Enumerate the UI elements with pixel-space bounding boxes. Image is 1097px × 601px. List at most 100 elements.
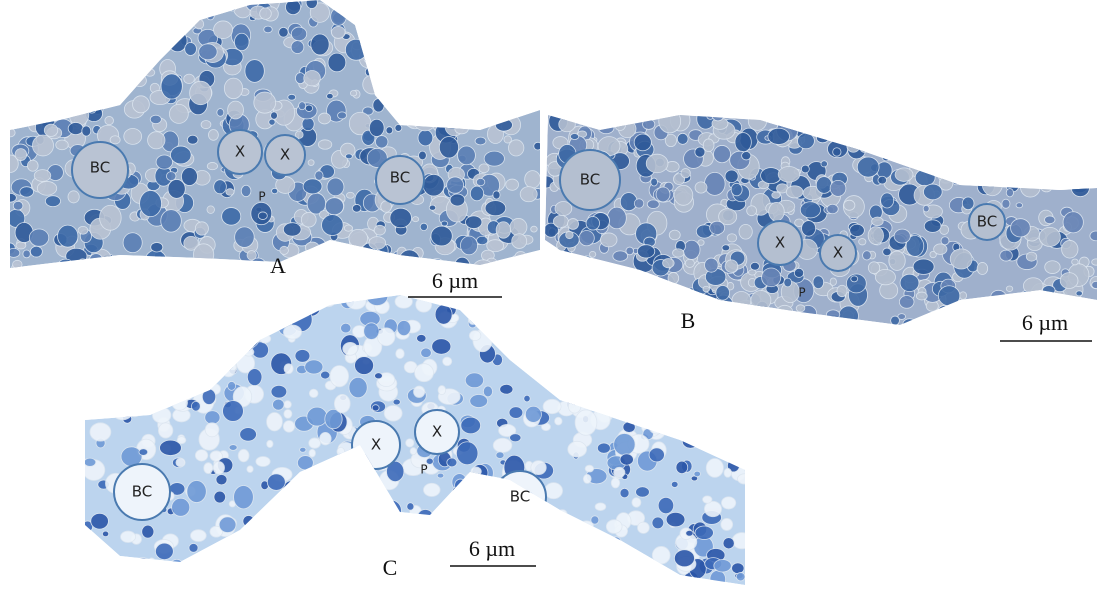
- cell: [526, 568, 543, 583]
- cell: [1063, 212, 1083, 233]
- cell: [710, 302, 726, 315]
- cell: [851, 276, 858, 282]
- cell: [191, 401, 200, 411]
- cell: [264, 529, 273, 537]
- cell: [1016, 203, 1023, 208]
- cell: [724, 320, 732, 329]
- cell: [531, 461, 546, 475]
- cell: [325, 287, 341, 304]
- cell: [943, 309, 958, 321]
- cell: [432, 88, 443, 97]
- cell: [64, 66, 84, 81]
- cell: [981, 318, 989, 326]
- cell: [285, 308, 297, 319]
- cell: [705, 382, 715, 392]
- cell: [102, 531, 108, 537]
- cell: [993, 111, 1006, 122]
- cell: [346, 192, 354, 198]
- cell: [608, 551, 618, 560]
- cell: [520, 187, 537, 202]
- cell: [259, 569, 280, 587]
- cell: [603, 296, 611, 304]
- cell: [730, 304, 751, 322]
- cell: [514, 96, 529, 110]
- cell: [204, 463, 213, 474]
- cell: [1065, 146, 1076, 157]
- cell: [279, 27, 289, 37]
- cell: [364, 323, 379, 340]
- cell: [1031, 157, 1050, 173]
- cell: [926, 160, 935, 167]
- cell: [43, 102, 54, 111]
- cell: [130, 49, 136, 56]
- cell: [1023, 278, 1043, 294]
- cell: [108, 61, 121, 71]
- cell: [801, 165, 809, 173]
- cell: [13, 260, 23, 268]
- cell: [4, 3, 19, 17]
- cell: [957, 134, 974, 153]
- cell: [365, 0, 378, 11]
- cell: [30, 8, 38, 14]
- cell: [303, 179, 322, 194]
- cell: [63, 47, 79, 59]
- cell: [171, 559, 184, 570]
- cell: [830, 278, 836, 286]
- cell: [114, 399, 122, 407]
- cell: [469, 0, 487, 17]
- cell: [475, 111, 482, 120]
- cell: [527, 321, 546, 336]
- cell: [87, 352, 96, 361]
- cell: [122, 291, 133, 303]
- cell: [1050, 133, 1056, 140]
- cell: [65, 25, 76, 38]
- cell: [309, 438, 321, 448]
- cell: [241, 289, 262, 305]
- cell: [8, 8, 26, 26]
- cell: [695, 526, 713, 540]
- cell: [998, 166, 1008, 176]
- cell: [860, 143, 870, 153]
- cell: [924, 220, 941, 233]
- cell: [607, 568, 617, 580]
- cell: [414, 575, 424, 586]
- cell: [706, 458, 723, 477]
- cell: [671, 302, 680, 310]
- cell: [748, 112, 766, 130]
- cell: [570, 302, 591, 324]
- cell: [1037, 166, 1044, 173]
- cell: [364, 53, 376, 64]
- cell: [507, 48, 515, 56]
- cell: [113, 404, 133, 420]
- cell: [23, 60, 38, 72]
- cell: [875, 269, 895, 284]
- cell: [470, 186, 483, 201]
- cell: [923, 205, 929, 212]
- cell: [78, 259, 88, 268]
- cell: [590, 543, 610, 567]
- cell: [95, 1, 117, 19]
- cell: [916, 292, 927, 300]
- cell: [489, 264, 495, 270]
- cell: [202, 389, 215, 405]
- cell: [456, 442, 478, 465]
- cell: [519, 534, 531, 543]
- cell: [472, 59, 484, 68]
- cell: [223, 546, 245, 570]
- cell: [882, 154, 890, 161]
- cell: [373, 496, 387, 511]
- cell: [148, 38, 165, 55]
- cell: [257, 572, 266, 579]
- cell: [1046, 133, 1055, 141]
- cell: [861, 135, 869, 143]
- cell: [659, 340, 666, 348]
- figure: BC X X P BC A 6 µm BC X X P BC B 6 µm BC…: [0, 0, 1097, 601]
- cell: [431, 226, 452, 246]
- cell-label: X: [371, 436, 381, 454]
- cell: [458, 490, 478, 506]
- cell: [90, 385, 103, 396]
- cell: [480, 20, 497, 39]
- cell: [589, 262, 610, 284]
- cell: [725, 260, 738, 272]
- cell: [666, 320, 672, 325]
